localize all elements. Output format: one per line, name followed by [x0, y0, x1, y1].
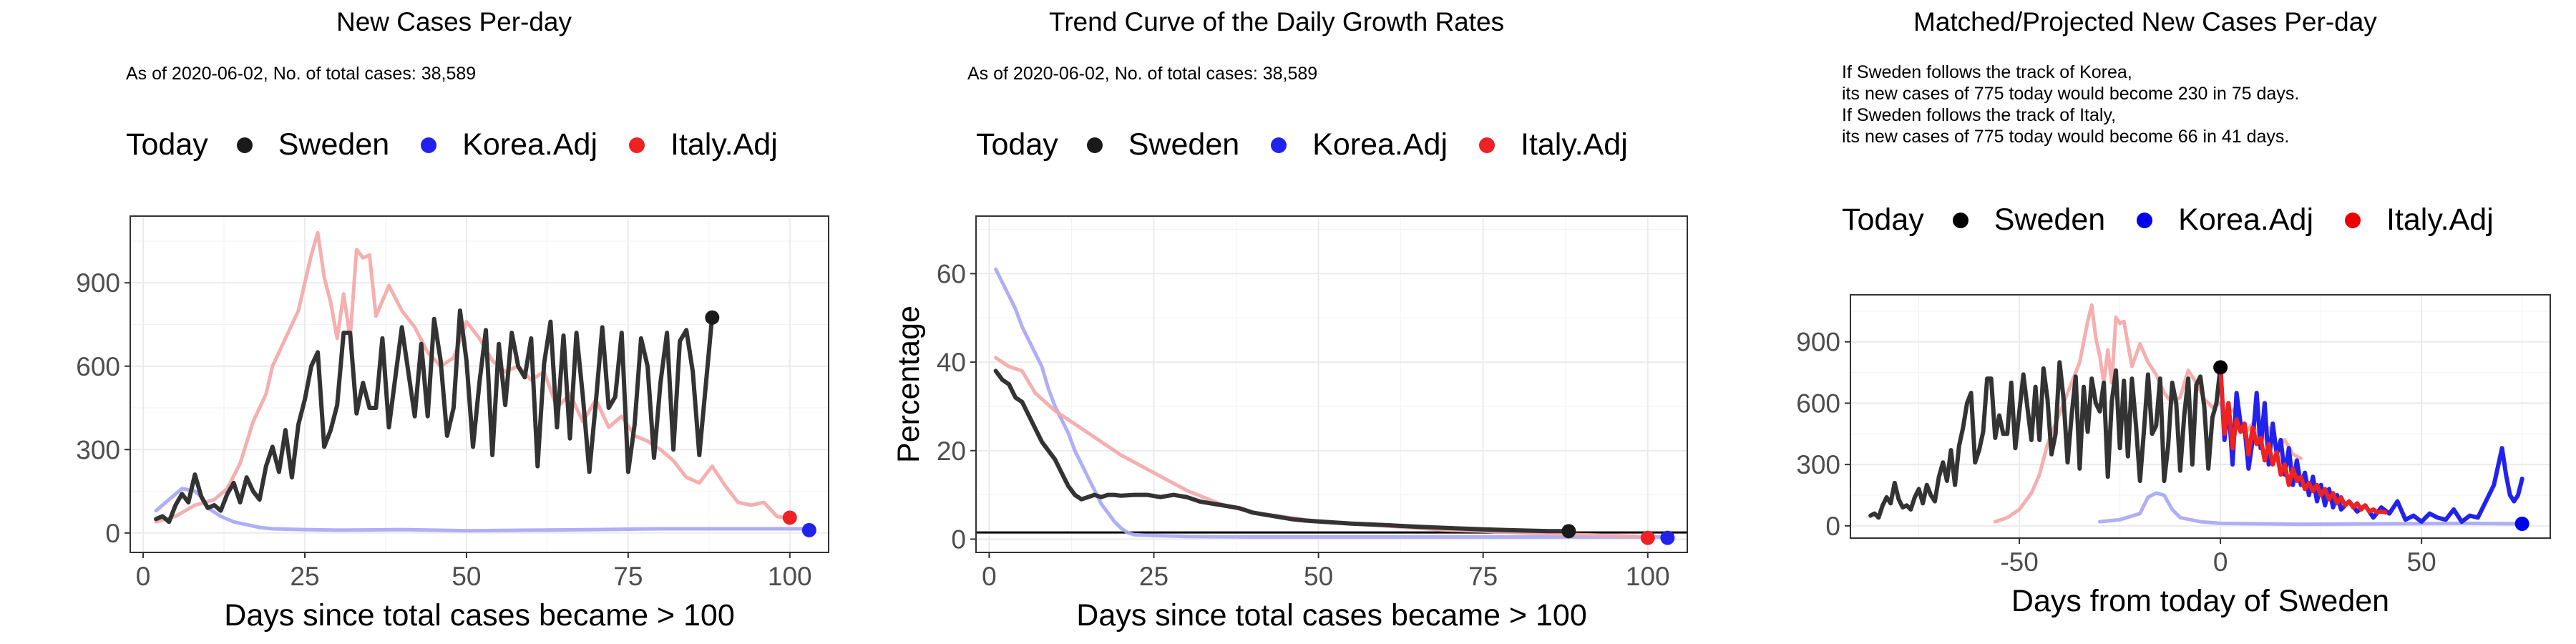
series-line: [2098, 491, 2528, 527]
legend-item-korea: Korea.Adj: [421, 127, 597, 162]
x-axis-label: Days since total cases became > 100: [224, 598, 734, 633]
chart-panel-growth-rates: Trend Curve of the Daily Growth Rates As…: [859, 0, 1717, 644]
x-tick-label: 50: [452, 562, 481, 591]
legend-dot: [2345, 212, 2361, 228]
subtitle-line: If Sweden follows the track of Korea,: [1842, 62, 2132, 82]
today-point: [2213, 360, 2228, 375]
chart-panel-projected: Matched/Projected New Cases Per-day If S…: [1717, 0, 2576, 644]
series-line: [2218, 365, 2388, 514]
chart-title: Matched/Projected New Cases Per-day: [1913, 7, 2377, 36]
x-tick-label: -50: [2000, 547, 2038, 577]
legend-dot: [236, 137, 253, 153]
legend-title: Today: [126, 127, 208, 162]
x-tick-label: 25: [290, 562, 319, 591]
chart-subtitle: If Sweden follows the track of Korea, it…: [1842, 62, 2299, 147]
plot-area: 0 25 50 75 100 0 300 600 900 Days since total cas…: [76, 215, 829, 633]
legend-dot: [421, 137, 437, 153]
legend-label: Korea.Adj: [1312, 127, 1448, 162]
legend-dot: [1952, 212, 1968, 228]
legend-label: Italy.Adj: [2386, 203, 2494, 237]
y-tick-label: 40: [937, 348, 966, 377]
legend-item-sweden: Sweden: [236, 127, 390, 162]
today-point: [705, 310, 720, 325]
legend-title: Today: [976, 127, 1058, 162]
x-tick-label: 0: [982, 562, 997, 591]
today-point: [1640, 530, 1655, 545]
x-tick-label: 75: [613, 562, 643, 591]
legend-label: Korea.Adj: [2178, 203, 2313, 237]
series-line: [154, 487, 811, 533]
y-tick-label: 300: [76, 435, 120, 464]
legend-dot: [2137, 212, 2153, 228]
chart-panel-new-cases: New Cases Per-day As of 2020-06-02, No. …: [0, 0, 859, 644]
today-point: [1660, 530, 1675, 545]
today-point: [801, 522, 816, 537]
y-tick-label: 900: [76, 268, 120, 298]
series-line: [993, 369, 1571, 534]
y-tick-label: 0: [1825, 512, 1840, 541]
x-axis-label: Days since total cases became > 100: [1076, 598, 1586, 633]
subtitle-line: its new cases of 775 today would become …: [1842, 127, 2290, 147]
today-point: [2514, 517, 2529, 531]
legend-title: Today: [1842, 203, 1924, 237]
legend-dot: [629, 137, 645, 153]
x-tick-label: 75: [1468, 562, 1498, 591]
today-point: [782, 510, 797, 525]
legend-label: Sweden: [1128, 127, 1240, 162]
legend-item-sweden: Sweden: [1952, 203, 2106, 238]
chart-subtitle: As of 2020-06-02, No. of total cases: 38…: [967, 64, 1318, 84]
x-tick-label: 0: [136, 562, 151, 591]
y-tick-label: 600: [1796, 389, 1840, 418]
y-tick-label: 300: [1796, 450, 1840, 479]
y-tick-label: 0: [105, 519, 120, 548]
plot-border: [975, 215, 1688, 553]
legend-label: Sweden: [278, 127, 390, 162]
x-tick-label: 100: [768, 562, 812, 591]
y-tick-label: 0: [951, 525, 966, 554]
legend-item-sweden: Sweden: [1086, 127, 1240, 162]
chart-legend: Today Sweden Korea.Adj Italy.Adj: [976, 127, 1659, 162]
y-tick-label: 20: [937, 436, 966, 466]
legend-item-italy: Italy.Adj: [629, 127, 778, 162]
legend-label: Italy.Adj: [670, 127, 778, 162]
today-point: [1561, 524, 1576, 539]
plot-background: [1850, 295, 2550, 538]
legend-dot: [1086, 137, 1103, 153]
legend-item-italy: Italy.Adj: [1479, 127, 1628, 162]
y-tick-label: 600: [76, 352, 120, 381]
chart-title: Trend Curve of the Daily Growth Rates: [1049, 7, 1505, 36]
chart-legend: Today Sweden Korea.Adj Italy.Adj: [1842, 203, 2525, 238]
x-tick-label: 25: [1139, 562, 1169, 591]
x-tick-label: 100: [1626, 562, 1670, 591]
plot-area: 0 25 50 75 100 0 20 40 60 Days since total cases …: [892, 215, 1688, 633]
legend-label: Korea.Adj: [462, 127, 597, 162]
series-line: [1868, 360, 2223, 520]
subtitle-line: If Sweden follows the track of Italy,: [1842, 105, 2117, 125]
chart-legend: Today Sweden Korea.Adj Italy.Adj: [126, 127, 809, 162]
plot-area: -50 0 50 0 300 600 900 Days from today of Swede…: [1796, 294, 2551, 618]
legend-dot: [1271, 137, 1287, 153]
x-tick-label: 0: [2213, 547, 2228, 577]
legend-item-korea: Korea.Adj: [2137, 203, 2313, 238]
x-axis-label: Days from today of Sweden: [2011, 584, 2389, 618]
x-tick-label: 50: [1304, 562, 1333, 591]
legend-label: Sweden: [1994, 203, 2106, 237]
chart-subtitle: As of 2020-06-02, No. of total cases: 38…: [126, 64, 477, 84]
subtitle-line: its new cases of 775 today would become …: [1842, 84, 2300, 104]
x-tick-label: 50: [2407, 547, 2436, 577]
plot-border: [1850, 294, 2551, 539]
legend-item-korea: Korea.Adj: [1271, 127, 1448, 162]
series-line: [154, 308, 715, 525]
chart-title: New Cases Per-day: [336, 7, 572, 36]
legend-dot: [1479, 137, 1495, 153]
y-tick-label: 60: [937, 259, 966, 288]
plot-border: [130, 215, 829, 553]
y-tick-label: 900: [1796, 328, 1840, 357]
legend-item-italy: Italy.Adj: [2345, 203, 2494, 238]
y-axis-label: Percentage: [892, 306, 926, 463]
series-line: [994, 267, 1669, 539]
plot-background: [976, 216, 1687, 552]
legend-label: Italy.Adj: [1521, 127, 1628, 162]
